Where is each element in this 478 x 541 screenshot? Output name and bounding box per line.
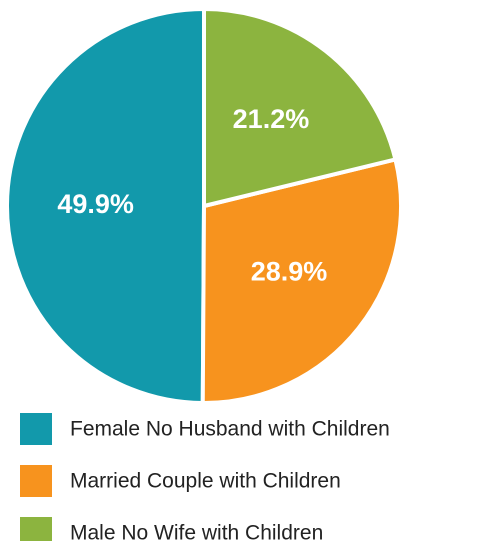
slice-label: 49.9% — [57, 189, 134, 219]
legend-swatch — [20, 465, 52, 497]
legend-swatch — [20, 413, 52, 445]
legend-text: Female No Husband with Children — [70, 418, 390, 441]
pie-slice — [5, 6, 206, 406]
pie-slice — [202, 6, 398, 209]
legend-text: Male No Wife with Children — [70, 522, 323, 541]
slice-label: 21.2% — [233, 104, 310, 134]
legend-swatch — [20, 517, 52, 541]
slice-label: 28.9% — [251, 256, 328, 286]
legend-text: Married Couple with Children — [70, 470, 341, 493]
pie-slice — [200, 156, 403, 405]
